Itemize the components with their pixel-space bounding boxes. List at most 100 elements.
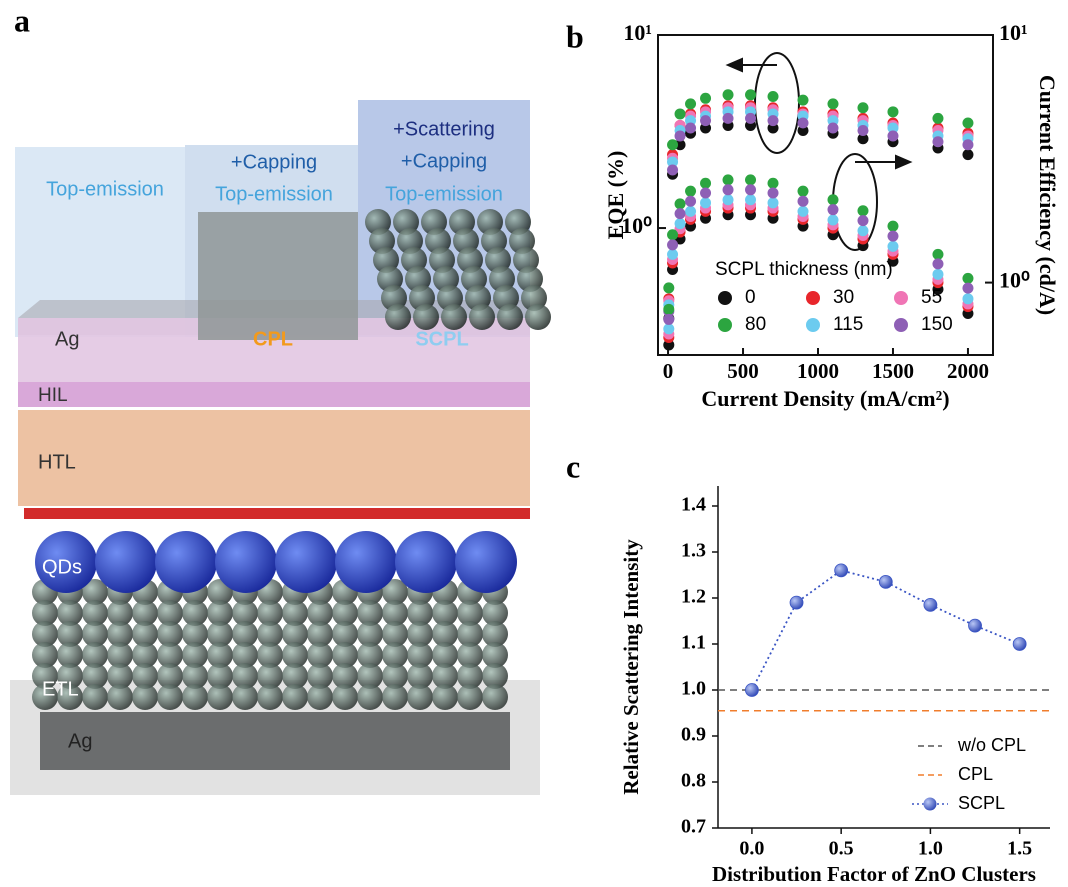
zno-ball [107, 600, 133, 626]
data-point [685, 195, 697, 207]
x-tick-label: 0 [663, 359, 674, 383]
data-point [667, 164, 679, 176]
etl-cluster [32, 579, 508, 710]
data-point [797, 205, 809, 217]
data-point [1012, 637, 1027, 651]
qd-ball [215, 531, 277, 593]
legend-marker [894, 318, 908, 332]
data-point [857, 133, 869, 145]
zno-ball [107, 642, 133, 668]
y-tick-label: 10¹ [999, 20, 1028, 45]
zno-ball [207, 663, 233, 689]
data-point [797, 94, 809, 106]
data-point [887, 230, 899, 242]
legend-label: w/o CPL [957, 735, 1026, 755]
zno-ball [257, 621, 283, 647]
group-ellipse [754, 52, 800, 154]
zno-ball [332, 684, 358, 710]
y-tick-label: 1.4 [681, 494, 706, 516]
zno-ball [232, 684, 258, 710]
zno-ball [432, 663, 458, 689]
zno-ball [482, 684, 508, 710]
data-point [722, 184, 734, 196]
data-point [932, 268, 944, 280]
data-point [685, 205, 697, 217]
data-point [789, 595, 804, 610]
zno-ball [407, 684, 433, 710]
zno-ball [307, 663, 333, 689]
column-text: +Capping [231, 151, 317, 173]
zno-ball [407, 600, 433, 626]
data-point [722, 174, 734, 186]
zno-ball [382, 621, 408, 647]
zno-ball [457, 663, 483, 689]
y2-axis-title: Current Efficiency (cd/A) [1035, 75, 1060, 315]
zno-ball [257, 663, 283, 689]
zno-ball [332, 663, 358, 689]
data-point [745, 89, 757, 101]
interlayer [24, 508, 530, 519]
data-point [745, 174, 757, 186]
zno-ball [157, 642, 183, 668]
data-point [887, 122, 899, 134]
data-point [857, 102, 869, 114]
y-tick-label: 0.9 [681, 724, 706, 746]
zno-ball [107, 621, 133, 647]
zno-ball [257, 684, 283, 710]
column-text: Top-emission [385, 183, 503, 205]
zno-ball [182, 621, 208, 647]
data-point [674, 218, 686, 230]
data-point [797, 125, 809, 137]
qd-ball [95, 531, 157, 593]
zno-ball [282, 663, 308, 689]
zno-ball [482, 621, 508, 647]
zno-ball [132, 600, 158, 626]
cpl-block [198, 212, 358, 340]
legend-marker [894, 291, 908, 305]
data-point [674, 130, 686, 142]
zno-ball [182, 663, 208, 689]
zno-ball [382, 600, 408, 626]
data-point [745, 683, 759, 697]
zno-ball [441, 304, 467, 330]
zno-ball [432, 621, 458, 647]
data-point [685, 185, 697, 197]
data-point [663, 313, 675, 325]
data-point [767, 91, 779, 103]
zno-ball [482, 642, 508, 668]
data-point [968, 618, 982, 633]
zno-ball [482, 663, 508, 689]
zno-ball [132, 621, 158, 647]
zno-ball [132, 684, 158, 710]
zno-ball [432, 642, 458, 668]
data-point [663, 303, 675, 315]
y-tick-label: 0.8 [681, 770, 706, 792]
zno-ball [307, 684, 333, 710]
annotations [725, 52, 913, 251]
zno-ball [482, 600, 508, 626]
zno-ball [282, 621, 308, 647]
data-point [767, 115, 779, 127]
zno-ball [32, 600, 58, 626]
data-point [887, 240, 899, 252]
qd-ball [35, 531, 97, 593]
y-tick-label: 10⁰ [621, 213, 652, 238]
zno-ball [282, 642, 308, 668]
x-tick-label: 500 [727, 359, 759, 383]
data-point [674, 208, 686, 220]
arrow-head [725, 57, 743, 73]
zno-ball [257, 642, 283, 668]
data-point [722, 112, 734, 124]
zno-ball [82, 579, 108, 605]
qd-ball [275, 531, 337, 593]
layer-label: ETL [42, 678, 79, 700]
zno-ball [357, 684, 383, 710]
group-ellipse [832, 153, 878, 251]
y-tick-label: 1.1 [681, 632, 706, 654]
zno-ball [457, 600, 483, 626]
y-tick-label: 10⁰ [999, 268, 1030, 293]
zno-ball [157, 600, 183, 626]
zno-ball [432, 684, 458, 710]
legend-label: 115 [833, 314, 863, 335]
zno-ball [182, 642, 208, 668]
